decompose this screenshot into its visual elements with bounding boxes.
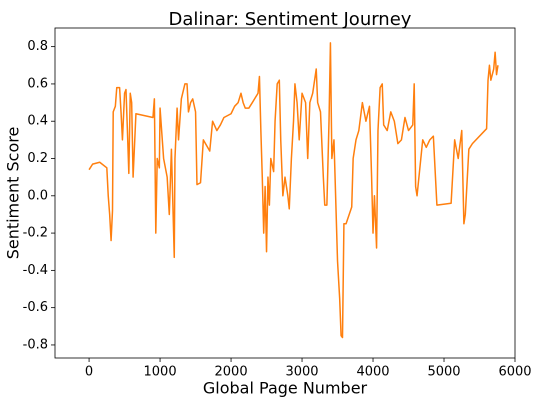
y-axis-label: Sentiment Score: [4, 127, 23, 260]
x-tick-label: 1000: [144, 365, 177, 380]
y-tick-label: 0.6: [27, 76, 48, 91]
y-tick-label: 0.0: [27, 188, 48, 203]
chart-title: Dalinar: Sentiment Journey: [169, 9, 412, 30]
x-axis-label: Global Page Number: [203, 379, 368, 398]
x-tick-label: 2000: [215, 365, 248, 380]
y-tick-label: 0.2: [27, 151, 48, 166]
x-tick-label: 6000: [498, 365, 531, 380]
y-tick-label: -0.2: [23, 226, 48, 241]
x-tick-label: 3000: [285, 365, 318, 380]
y-tick-label: -0.6: [23, 300, 48, 315]
plot-frame: [54, 27, 516, 359]
y-tick-label: -0.8: [23, 337, 48, 352]
x-tick-label: 5000: [427, 365, 460, 380]
x-tick-label: 0: [85, 365, 93, 380]
y-tick-label: 0.8: [27, 39, 48, 54]
y-tick-label: 0.4: [27, 114, 48, 129]
y-tick-label: -0.4: [23, 263, 48, 278]
x-tick-label: 4000: [356, 365, 389, 380]
line: [88, 42, 499, 339]
